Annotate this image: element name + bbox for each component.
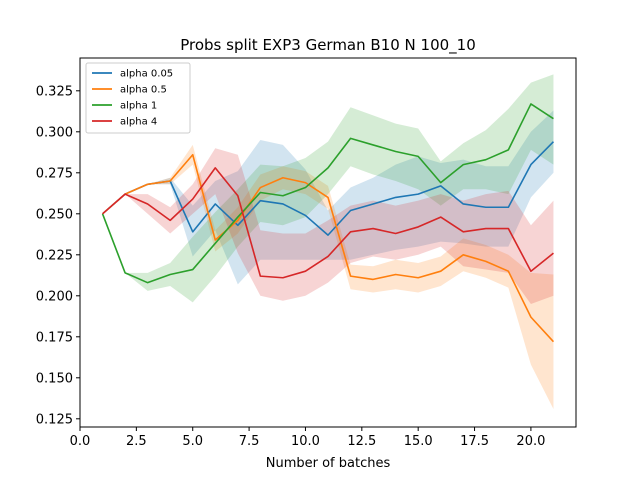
series-line-alpha-0-5 (102, 153, 555, 343)
x-tick-label: 7.5 (239, 434, 260, 449)
y-tick-label: 0.250 (36, 207, 73, 222)
band-alpha-0-05 (102, 110, 554, 285)
x-tick-label: 20.0 (516, 434, 545, 449)
y-tick-label: 0.150 (36, 371, 73, 386)
band-alpha-1 (102, 74, 554, 303)
x-tick-label: 17.5 (460, 434, 489, 449)
y-tick-label: 0.175 (36, 330, 73, 345)
x-tick-label: 5.0 (182, 434, 203, 449)
series-line-alpha-0-05 (102, 141, 555, 236)
x-tick-label: 10.0 (291, 434, 320, 449)
plot-frame (79, 57, 577, 428)
y-tick-label: 0.325 (36, 84, 73, 99)
series-line-alpha-4 (102, 167, 554, 279)
x-axis-label: Number of batches (266, 456, 391, 471)
x-axis: 0.0 2.5 5.0 7.5 10.0 12.5 15.0 17.5 20.0 (70, 427, 545, 449)
y-axis: 0.125 0.150 0.175 0.200 0.225 0.250 0.275 0.300… (36, 84, 80, 427)
y-tick-label: 0.275 (36, 166, 73, 181)
chart-title: Probs split EXP3 German B10 N 100_10 (180, 36, 476, 55)
x-tick-label: 2.5 (126, 434, 147, 449)
band-alpha-4 (102, 148, 554, 304)
legend: alpha 0.05 alpha 0.5 alpha 1 alpha 4 (85, 62, 191, 134)
series-lines (101, 103, 555, 343)
y-tick-label: 0.125 (36, 412, 73, 427)
y-tick-label: 0.225 (36, 248, 73, 263)
legend-label-alpha-4: alpha 4 (120, 117, 157, 128)
legend-label-alpha-1: alpha 1 (120, 101, 157, 112)
y-tick-label: 0.300 (36, 125, 73, 140)
y-tick-label: 0.200 (36, 289, 73, 304)
series-line-alpha-1 (101, 103, 554, 284)
x-tick-label: 0.0 (70, 434, 91, 449)
legend-label-alpha-0-05: alpha 0.05 (120, 69, 173, 80)
legend-label-alpha-0-5: alpha 0.5 (120, 85, 167, 96)
x-tick-label: 12.5 (347, 434, 376, 449)
legend-box (85, 62, 191, 134)
x-tick-label: 15.0 (404, 434, 433, 449)
